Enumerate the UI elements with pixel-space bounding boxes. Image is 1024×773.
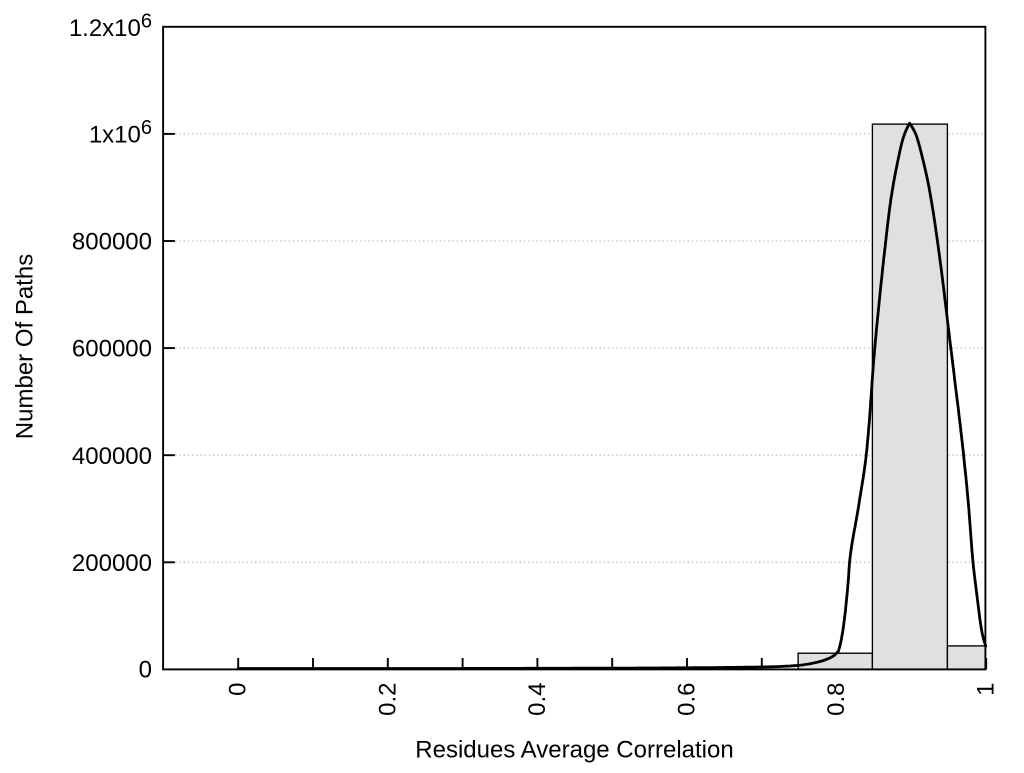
svg-text:0: 0 — [225, 683, 252, 696]
svg-text:0.8: 0.8 — [823, 683, 850, 716]
svg-text:0.4: 0.4 — [524, 683, 551, 716]
svg-text:0.6: 0.6 — [674, 683, 701, 716]
svg-text:0.2: 0.2 — [374, 683, 401, 716]
svg-text:Residues Average Correlation: Residues Average Correlation — [415, 736, 733, 763]
svg-text:600000: 600000 — [72, 336, 152, 363]
svg-text:400000: 400000 — [72, 443, 152, 470]
svg-text:200000: 200000 — [72, 550, 152, 577]
svg-text:Number Of Paths: Number Of Paths — [12, 254, 39, 439]
svg-text:1: 1 — [973, 683, 1000, 696]
svg-text:0: 0 — [139, 657, 152, 684]
svg-text:800000: 800000 — [72, 229, 152, 256]
svg-text:1.2x106: 1.2x106 — [69, 11, 152, 43]
